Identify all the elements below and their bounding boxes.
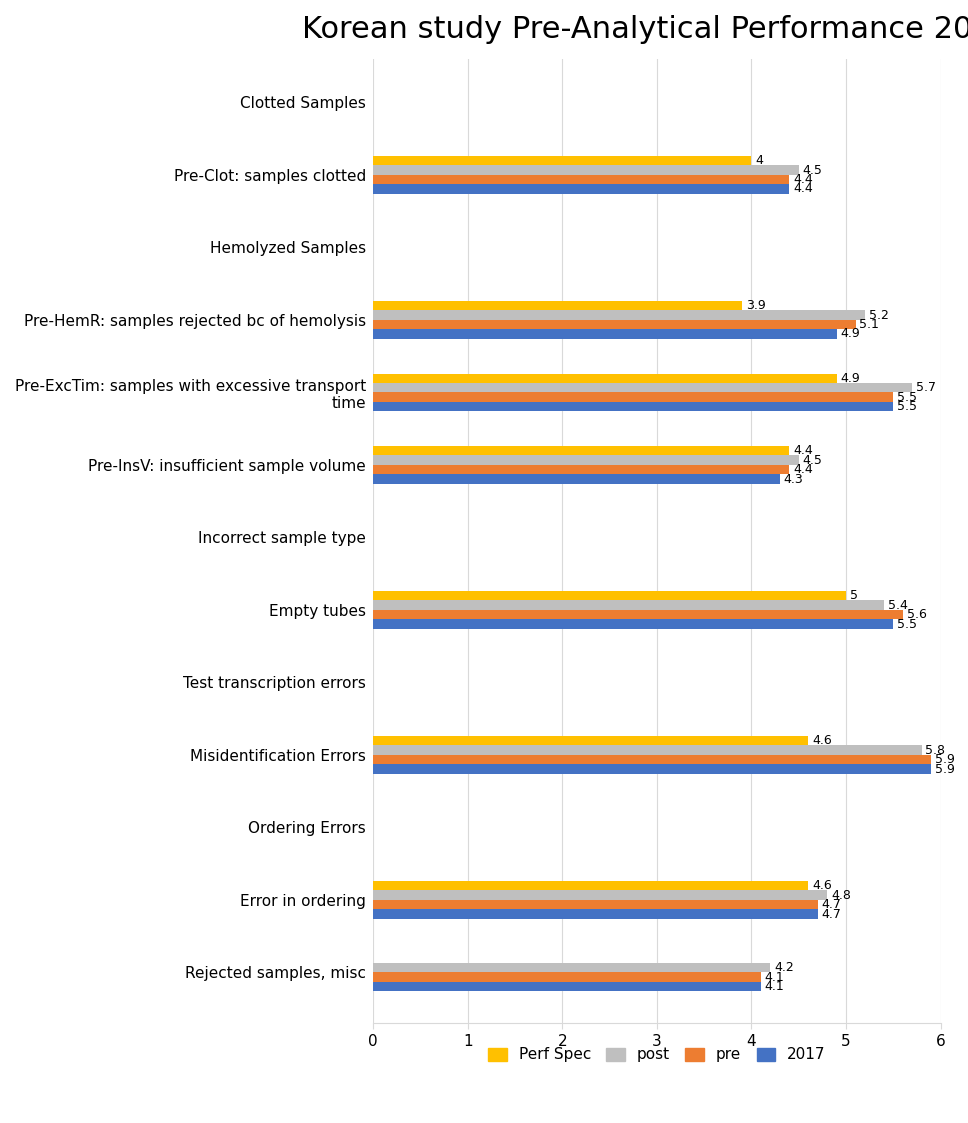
Bar bbox=[374, 392, 893, 402]
Bar bbox=[374, 591, 846, 601]
Text: 5.7: 5.7 bbox=[916, 381, 936, 394]
Title: Korean study Pre-Analytical Performance 2017: Korean study Pre-Analytical Performance … bbox=[302, 15, 968, 44]
Bar bbox=[374, 329, 836, 339]
Text: 5.9: 5.9 bbox=[935, 763, 954, 776]
Text: 4.4: 4.4 bbox=[793, 173, 813, 186]
Text: 5.1: 5.1 bbox=[860, 318, 879, 331]
Bar bbox=[374, 601, 884, 610]
Text: 5.4: 5.4 bbox=[888, 599, 908, 612]
Legend: Perf Spec, post, pre, 2017: Perf Spec, post, pre, 2017 bbox=[482, 1041, 832, 1069]
Bar bbox=[374, 456, 799, 465]
Text: 4.5: 4.5 bbox=[802, 164, 823, 176]
Bar bbox=[374, 175, 789, 184]
Bar bbox=[374, 973, 761, 982]
Text: 4.7: 4.7 bbox=[822, 898, 841, 911]
Bar bbox=[374, 891, 827, 900]
Text: 4.2: 4.2 bbox=[774, 961, 794, 974]
Bar bbox=[374, 184, 789, 193]
Bar bbox=[374, 755, 931, 765]
Text: 3.9: 3.9 bbox=[745, 299, 766, 312]
Bar bbox=[374, 383, 912, 392]
Text: 5.2: 5.2 bbox=[868, 309, 889, 321]
Text: 4.4: 4.4 bbox=[793, 445, 813, 457]
Bar bbox=[374, 910, 818, 919]
Bar bbox=[374, 156, 751, 165]
Text: 4.5: 4.5 bbox=[802, 454, 823, 467]
Text: 5.5: 5.5 bbox=[897, 400, 917, 413]
Text: 4.7: 4.7 bbox=[822, 907, 841, 921]
Text: 4.1: 4.1 bbox=[765, 970, 784, 984]
Text: 5.5: 5.5 bbox=[897, 618, 917, 630]
Text: 5.9: 5.9 bbox=[935, 754, 954, 766]
Text: 4.6: 4.6 bbox=[812, 734, 832, 747]
Bar bbox=[374, 402, 893, 411]
Text: 4.4: 4.4 bbox=[793, 182, 813, 195]
Bar bbox=[374, 374, 836, 383]
Bar bbox=[374, 465, 789, 474]
Bar bbox=[374, 165, 799, 175]
Bar bbox=[374, 765, 931, 774]
Text: 4.1: 4.1 bbox=[765, 980, 784, 993]
Bar bbox=[374, 746, 922, 755]
Bar bbox=[374, 736, 808, 746]
Bar bbox=[374, 619, 893, 629]
Text: 4.4: 4.4 bbox=[793, 463, 813, 476]
Text: 4.9: 4.9 bbox=[840, 372, 861, 385]
Text: 4.8: 4.8 bbox=[831, 888, 851, 902]
Text: 4.3: 4.3 bbox=[784, 473, 803, 485]
Text: 5: 5 bbox=[850, 590, 858, 602]
Bar bbox=[374, 882, 808, 891]
Text: 5.6: 5.6 bbox=[907, 608, 926, 621]
Text: 4.9: 4.9 bbox=[840, 328, 861, 340]
Bar bbox=[374, 964, 771, 973]
Bar bbox=[374, 610, 903, 619]
Bar bbox=[374, 982, 761, 992]
Bar bbox=[374, 310, 865, 320]
Text: 5.5: 5.5 bbox=[897, 391, 917, 403]
Text: 4: 4 bbox=[755, 154, 763, 167]
Text: 5.8: 5.8 bbox=[925, 743, 946, 757]
Text: 4.6: 4.6 bbox=[812, 879, 832, 893]
Bar bbox=[374, 320, 856, 329]
Bar bbox=[374, 446, 789, 456]
Bar bbox=[374, 900, 818, 910]
Bar bbox=[374, 301, 742, 310]
Bar bbox=[374, 474, 780, 484]
